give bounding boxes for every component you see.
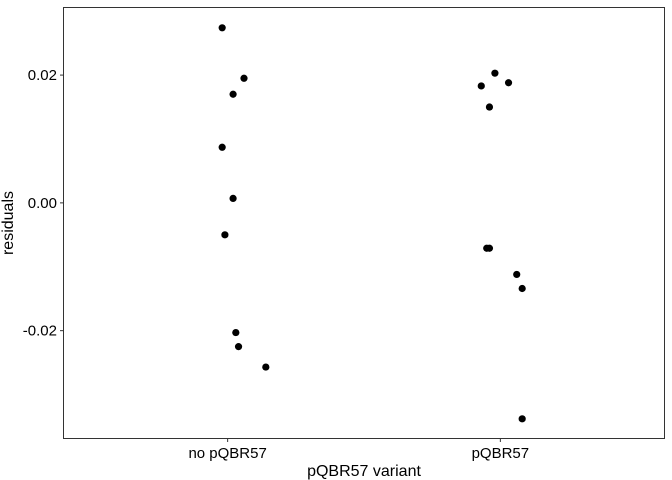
data-point xyxy=(513,270,521,279)
y-tick-label: 0.00 xyxy=(28,195,57,212)
x-tick-label: no pQBR57 xyxy=(188,445,266,462)
data-point xyxy=(518,415,526,423)
data-point xyxy=(504,79,513,87)
data-point xyxy=(229,194,237,203)
data-point xyxy=(491,69,499,77)
data-point xyxy=(229,90,237,98)
data-point xyxy=(234,343,243,351)
data-point xyxy=(477,82,485,90)
data-point xyxy=(240,74,248,82)
data-point xyxy=(218,24,226,32)
x-axis: no pQBR57 pQBR57 xyxy=(188,438,529,462)
y-tick-label: 0.02 xyxy=(28,67,57,84)
data-point xyxy=(485,244,494,252)
data-points xyxy=(218,24,526,423)
y-axis: -0.02 0.00 0.02 xyxy=(23,67,64,340)
data-point xyxy=(518,284,526,293)
x-tick-label: pQBR57 xyxy=(472,445,530,462)
plot-panel-border xyxy=(63,7,665,439)
data-point xyxy=(485,103,494,111)
data-point xyxy=(218,143,226,151)
data-point xyxy=(232,328,240,337)
y-axis-title: residuals xyxy=(0,191,17,255)
data-point xyxy=(221,231,229,239)
x-axis-title: pQBR57 variant xyxy=(307,463,421,480)
y-tick-label: -0.02 xyxy=(23,323,57,340)
data-point xyxy=(262,363,270,371)
